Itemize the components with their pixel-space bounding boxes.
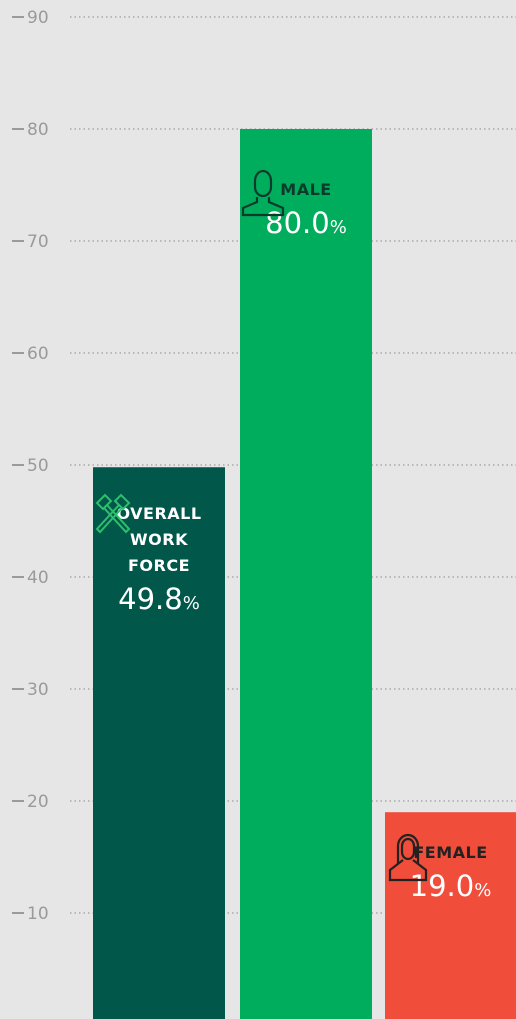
y-tick-label: 20 (27, 792, 49, 812)
value-label: 19.0% (409, 869, 492, 904)
value-label: 80.0% (265, 206, 347, 240)
y-tick-label: 30 (27, 680, 49, 700)
bar-label: FEMALE 19.0% (385, 830, 516, 911)
bar (240, 129, 372, 1019)
y-tick-label: 10 (27, 904, 49, 924)
y-tick-label: 50 (27, 456, 49, 476)
bar (93, 467, 225, 1019)
y-tick-label: 90 (27, 8, 49, 28)
y-tick-label: 40 (27, 568, 49, 588)
bar (385, 812, 516, 1019)
category-label: OVERALL WORK FORCE (116, 504, 202, 576)
bar-label: OVERALL WORK FORCE 49.8% (93, 491, 225, 624)
category-label: FEMALE (413, 843, 488, 863)
y-tick-label: 80 (27, 120, 49, 140)
category-label: MALE (280, 180, 332, 199)
value-label: 49.8% (118, 582, 200, 617)
bar-label: MALE 80.0% (240, 167, 372, 248)
y-tick-label: 70 (27, 232, 49, 252)
y-tick-label: 60 (27, 344, 49, 364)
